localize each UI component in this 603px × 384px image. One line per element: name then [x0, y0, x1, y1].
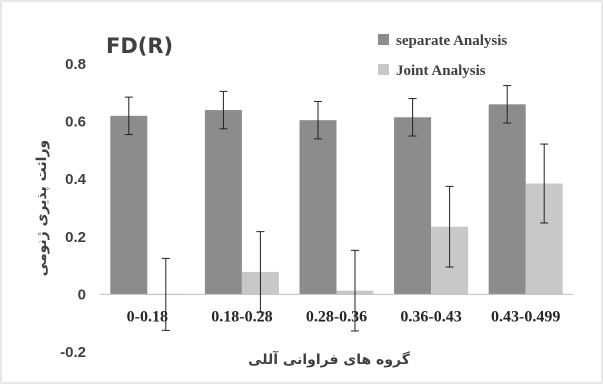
error-bar-separate-4	[503, 85, 512, 124]
legend-label-separate: separate Analysis	[396, 33, 507, 49]
legend: separate Analysis Joint Analysis	[378, 33, 507, 79]
y-tick-labels: 0.8 0.6 0.4 0.2 0 -0.2	[60, 56, 87, 361]
legend-label-joint: Joint Analysis	[396, 63, 486, 79]
error-bar-separate-3	[408, 98, 417, 137]
x-axis-title: گروه های فراوانی آللی	[248, 350, 411, 368]
y-tick-label: -0.2	[60, 344, 86, 361]
x-category-label: 0.43-0.499	[491, 308, 560, 325]
error-bar-joint-0	[161, 257, 170, 331]
error-bar-joint-1	[256, 231, 265, 313]
bar-separate-4	[488, 104, 526, 295]
y-tick-label: 0.8	[65, 56, 86, 73]
y-tick-label: 0.2	[65, 229, 86, 246]
chart-title: FD(R)	[106, 34, 173, 58]
y-axis-title: وراثت پذیری ژنومی	[34, 140, 50, 276]
bar-separate-1	[204, 110, 242, 295]
legend-swatch-joint	[378, 64, 389, 75]
error-bar-separate-2	[314, 100, 322, 140]
bar-separate-2	[299, 120, 337, 295]
x-category-labels: 0-0.18 0.18-0.28 0.28-0.36 0.36-0.43 0.43-0.…	[127, 308, 561, 325]
error-bars-layer	[124, 85, 549, 332]
x-category-label: 0.36-0.43	[400, 308, 461, 325]
x-category-label: 0.28-0.36	[306, 308, 367, 325]
error-bar-joint-4	[540, 143, 549, 224]
error-bar-joint-3	[445, 185, 454, 268]
bar-separate-0	[110, 115, 148, 295]
legend-swatch-separate	[378, 34, 389, 45]
error-bar-separate-0	[124, 96, 133, 136]
x-category-label: 0.18-0.28	[211, 308, 272, 325]
y-tick-label: 0.4	[65, 171, 87, 188]
error-bar-separate-1	[219, 90, 228, 130]
y-tick-label: 0.6	[65, 114, 86, 131]
y-tick-label: 0	[78, 286, 86, 303]
error-bar-joint-2	[351, 249, 359, 332]
bar-separate-3	[394, 117, 432, 295]
x-category-label: 0-0.18	[127, 308, 168, 325]
